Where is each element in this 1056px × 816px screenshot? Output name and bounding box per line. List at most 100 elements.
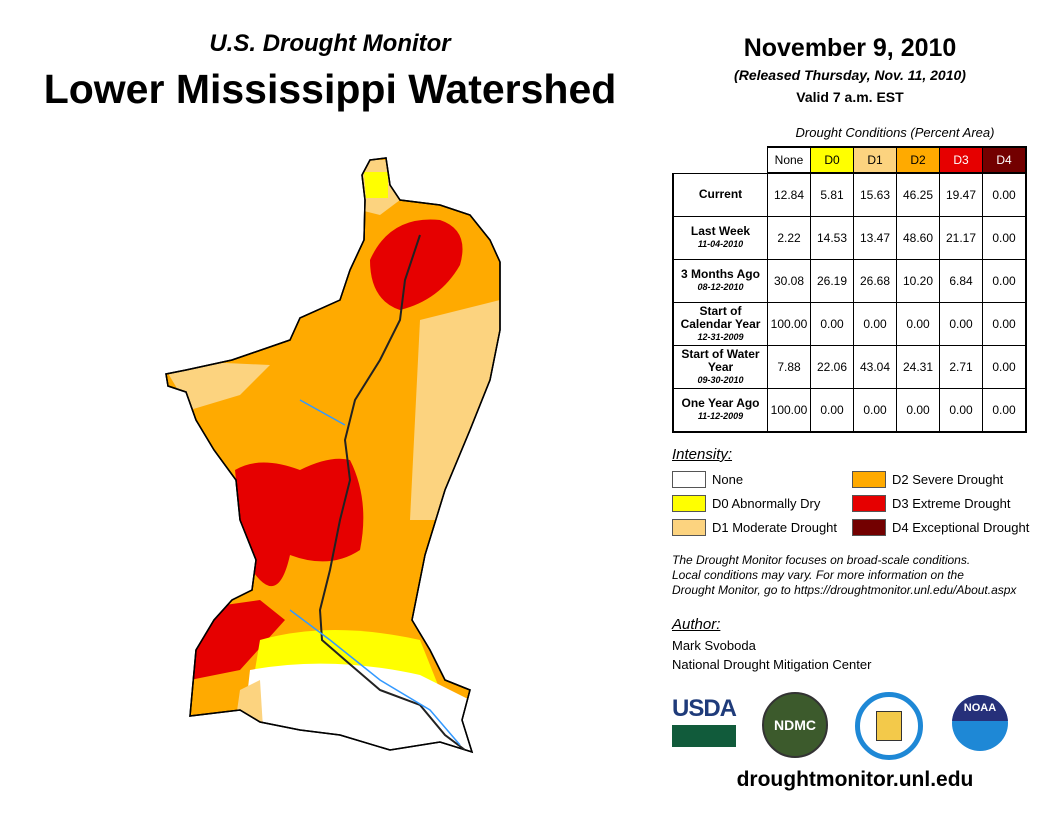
table-row: Start of Water Year 09-30-2010 7.88 22.06 43…: [672, 345, 1027, 389]
table-cell: 0.00: [896, 302, 940, 346]
table-cell: 24.31: [896, 345, 940, 389]
legend-title: Intensity:: [672, 446, 733, 463]
row-label-text: Start of Water Year: [681, 346, 760, 374]
noaa-text: NOAA: [952, 695, 1008, 721]
legend-swatch: [672, 519, 706, 536]
state-border-river: [318, 234, 466, 751]
valid-time: Valid 7 a.m. EST: [796, 89, 904, 105]
legend-swatch: [852, 471, 886, 488]
d3-region-central: [235, 458, 364, 587]
map-date: November 9, 2010: [743, 34, 957, 62]
table-row: One Year Ago 11-12-2009 100.00 0.00 0.00 0.00…: [672, 388, 1027, 433]
disclaimer-note: The Drought Monitor focuses on broad-sca…: [672, 553, 1016, 598]
col-d0: D0: [810, 146, 854, 174]
table-cell: 19.47: [939, 172, 983, 217]
table-cell: 2.71: [939, 345, 983, 389]
legend-label: D0 Abnormally Dry: [712, 496, 821, 511]
legend-swatch: [672, 471, 706, 488]
table-cell: 43.04: [853, 345, 897, 389]
legend-label: None: [712, 472, 744, 487]
subtitle: U.S. Drought Monitor: [209, 30, 451, 57]
table-cell: 6.84: [939, 259, 983, 303]
row-label-text: Current: [698, 187, 743, 202]
table-cell: 0.00: [982, 345, 1027, 389]
watershed-outline: [165, 157, 501, 754]
map-title: Lower Mississippi Watershed: [43, 66, 617, 112]
table-cell: 46.25: [896, 172, 940, 217]
legend-swatch: [672, 495, 706, 512]
legend-item: D4 Exceptional Drought: [852, 519, 1029, 536]
noaa-logo: NOAA: [952, 695, 1008, 751]
ndmc-logo: NDMC: [762, 692, 828, 758]
row-label-text: Last Week: [690, 224, 751, 238]
col-d4: D4: [982, 146, 1027, 174]
table-cell: 10.20: [896, 259, 940, 303]
row-label-text: One Year Ago: [681, 396, 760, 410]
table-cell: 100.00: [767, 302, 811, 346]
row-label-text: 3 Months Ago: [681, 267, 760, 281]
col-d2: D2: [896, 146, 940, 174]
author-label: Author:: [672, 616, 721, 633]
legend-label: D1 Moderate Drought: [712, 520, 838, 535]
ndmc-text: NDMC: [774, 717, 816, 733]
table-cell: 12.84: [767, 172, 811, 217]
row-label: One Year Ago 11-12-2009: [672, 388, 768, 433]
row-label-text: Start of Calendar Year: [680, 303, 761, 331]
table-cell: 7.88: [767, 345, 811, 389]
note-line: The Drought Monitor focuses on broad-sca…: [672, 553, 971, 567]
table-cell: 100.00: [767, 388, 811, 433]
table-row: 3 Months Ago 08-12-2010 30.08 26.19 26.68 10.…: [672, 259, 1027, 303]
legend-item: D3 Extreme Drought: [852, 495, 1011, 512]
table-cell: 21.17: [939, 216, 983, 260]
table-cell: 26.19: [810, 259, 854, 303]
col-d3: D3: [939, 146, 983, 174]
table-cell: 0.00: [982, 216, 1027, 260]
table-cell: 0.00: [939, 302, 983, 346]
usda-logo: USDA: [672, 695, 737, 747]
table-cell: 0.00: [982, 388, 1027, 433]
usda-text: USDA: [672, 695, 737, 722]
col-d1: D1: [853, 146, 897, 174]
legend-label: D3 Extreme Drought: [892, 496, 1011, 511]
table-cell: 48.60: [896, 216, 940, 260]
table-cell: 0.00: [896, 388, 940, 433]
note-line: Drought Monitor, go to https://droughtmo…: [672, 583, 1017, 597]
table-row: Start of Calendar Year 12-31-2009 100.00 0.…: [672, 302, 1027, 346]
table-cell: 0.00: [982, 259, 1027, 303]
table-cell: 0.00: [810, 302, 854, 346]
row-date: 11-12-2009: [697, 411, 744, 421]
table-cell: 5.81: [810, 172, 854, 217]
rivers: [289, 399, 461, 746]
row-label: Current: [672, 172, 768, 217]
table-cell: 22.06: [810, 345, 854, 389]
table-cell: 13.47: [853, 216, 897, 260]
table-caption: Drought Conditions (Percent Area): [795, 125, 995, 140]
commerce-seal: [855, 692, 923, 760]
table-cell: 0.00: [853, 302, 897, 346]
website-url[interactable]: droughtmonitor.unl.edu: [736, 768, 974, 791]
usda-field-graphic: [672, 725, 736, 747]
legend-item: D2 Severe Drought: [852, 471, 1003, 488]
table-row: Last Week 11-04-2010 2.22 14.53 13.47 48.60 21…: [672, 216, 1027, 260]
row-label: Start of Water Year 09-30-2010: [672, 345, 768, 389]
table-cell: 15.63: [853, 172, 897, 217]
row-label: Start of Calendar Year 12-31-2009: [672, 302, 768, 346]
legend-item: D0 Abnormally Dry: [672, 495, 820, 512]
d0-region-north: [364, 172, 388, 198]
legend-swatch: [852, 495, 886, 512]
legend-item: None: [672, 471, 743, 488]
legend-label: D4 Exceptional Drought: [892, 520, 1030, 535]
table-cell: 2.22: [767, 216, 811, 260]
author-org: National Drought Mitigation Center: [672, 657, 872, 672]
shield-icon: [876, 711, 902, 741]
row-date: 08-12-2010: [697, 282, 744, 292]
drought-conditions-table: None D0 D1 D2 D3 D4 Current 12.84 5.81 15.6…: [672, 146, 1027, 433]
release-date: (Released Thursday, Nov. 11, 2010): [734, 67, 966, 83]
table-cell: 0.00: [810, 388, 854, 433]
table-cell: 14.53: [810, 216, 854, 260]
row-label: Last Week 11-04-2010: [672, 216, 768, 260]
note-line: Local conditions may vary. For more info…: [672, 568, 964, 582]
table-cell: 30.08: [767, 259, 811, 303]
table-cell: 0.00: [982, 302, 1027, 346]
legend-item: D1 Moderate Drought: [672, 519, 837, 536]
